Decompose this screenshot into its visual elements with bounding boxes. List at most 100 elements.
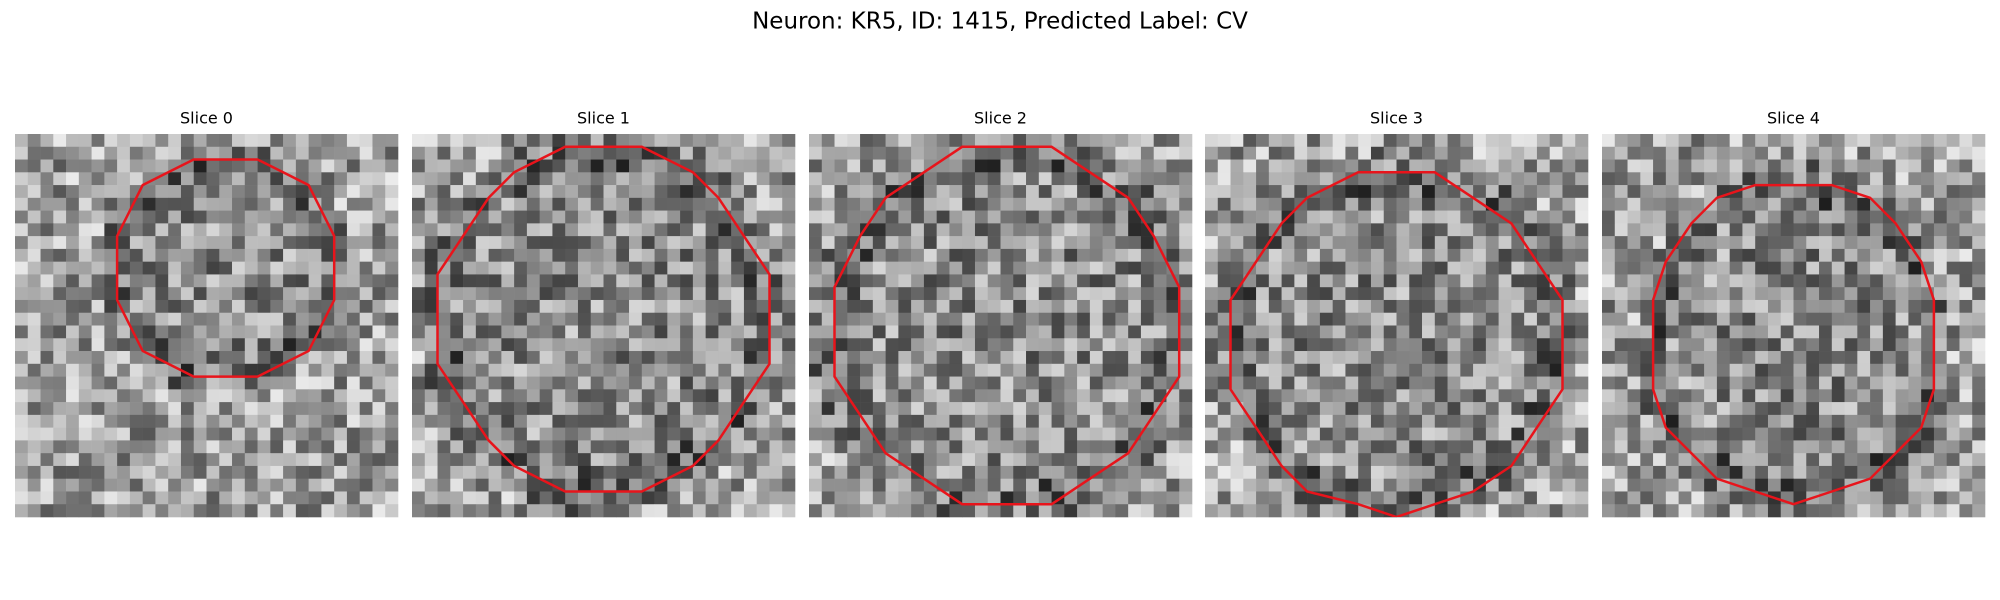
pixel <box>359 453 373 467</box>
pixel <box>1128 478 1142 492</box>
pixel <box>1806 299 1820 314</box>
pixel <box>1780 197 1794 211</box>
pixel <box>1000 465 1014 479</box>
pixel <box>385 274 399 288</box>
pixel <box>1716 287 1730 301</box>
pixel <box>1819 248 1833 262</box>
pixel <box>346 325 360 339</box>
pixel <box>1064 402 1078 416</box>
pixel <box>321 312 335 326</box>
pixel <box>1319 146 1333 160</box>
pixel <box>1128 465 1142 479</box>
pixel <box>424 261 438 275</box>
pixel <box>1819 261 1833 275</box>
pixel <box>66 325 80 339</box>
pixel <box>437 414 451 428</box>
pixel <box>1077 376 1091 390</box>
pixel <box>66 465 80 479</box>
pixel <box>590 146 604 160</box>
pixel <box>718 389 732 403</box>
pixel <box>270 402 284 416</box>
pixel <box>629 159 643 173</box>
pixel <box>1844 427 1858 441</box>
pixel <box>219 134 233 148</box>
pixel <box>424 376 438 390</box>
pixel <box>27 440 41 454</box>
pixel <box>129 325 143 339</box>
pixel <box>1396 210 1410 224</box>
pixel <box>450 223 464 237</box>
pixel <box>168 389 182 403</box>
pixel <box>501 338 515 352</box>
pixel <box>923 172 937 186</box>
pixel <box>1549 299 1563 314</box>
pixel <box>1026 223 1040 237</box>
pixel <box>1972 351 1986 365</box>
panel-title: Slice 4 <box>1767 109 1820 128</box>
pixel <box>53 376 67 390</box>
pixel <box>577 376 592 390</box>
pixel <box>782 363 796 377</box>
pixel <box>603 414 617 428</box>
pixel <box>1562 453 1576 467</box>
pixel <box>1307 172 1321 186</box>
pixel <box>1729 236 1743 250</box>
pixel <box>1268 389 1282 403</box>
pixel <box>1396 402 1410 416</box>
pixel <box>155 351 169 365</box>
pixel <box>898 504 912 518</box>
pixel <box>1549 134 1563 148</box>
pixel <box>603 274 617 288</box>
pixel <box>1064 210 1078 224</box>
pixel <box>847 299 861 314</box>
pixel <box>1447 427 1461 441</box>
pixel <box>1460 223 1474 237</box>
pixel <box>1498 274 1512 288</box>
pixel <box>1524 172 1538 186</box>
pixel <box>244 402 258 416</box>
pixel <box>1524 504 1538 518</box>
pixel <box>1319 427 1333 441</box>
pixel <box>1358 478 1372 492</box>
pixel <box>1908 351 1922 365</box>
pixel <box>1485 491 1499 505</box>
pixel <box>1729 351 1743 365</box>
pixel <box>1653 453 1667 467</box>
pixel <box>1447 402 1461 416</box>
pixel <box>1946 427 1960 441</box>
pixel <box>270 363 284 377</box>
pixel <box>488 134 502 148</box>
pixel <box>680 363 694 377</box>
pixel <box>987 376 1001 390</box>
pixel <box>847 465 861 479</box>
pixel <box>53 338 67 352</box>
pixel <box>1332 223 1346 237</box>
pixel <box>334 402 348 416</box>
pixel <box>15 274 29 288</box>
pixel <box>756 312 770 326</box>
pixel <box>834 274 848 288</box>
pixel <box>1370 236 1385 250</box>
pixel <box>1831 504 1845 518</box>
pixel <box>412 197 426 211</box>
pixel <box>1755 197 1769 211</box>
pixel <box>1511 465 1525 479</box>
pixel <box>412 363 426 377</box>
pixel <box>1409 389 1423 403</box>
pixel <box>129 338 143 352</box>
pixel <box>501 134 515 148</box>
pixel <box>1026 453 1040 467</box>
pixel <box>15 159 29 173</box>
pixel <box>821 159 835 173</box>
pixel <box>1755 478 1769 492</box>
pixel <box>1230 351 1244 365</box>
pixel <box>244 427 258 441</box>
pixel <box>1473 440 1487 454</box>
pixel <box>1434 414 1448 428</box>
pixel <box>743 465 757 479</box>
pixel <box>680 478 694 492</box>
pixel <box>936 440 950 454</box>
pixel <box>424 465 438 479</box>
pixel <box>1370 134 1385 148</box>
pixel <box>334 261 348 275</box>
